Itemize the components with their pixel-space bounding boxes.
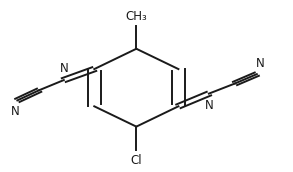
Text: N: N	[256, 57, 265, 70]
Text: Cl: Cl	[130, 154, 142, 167]
Text: N: N	[60, 62, 69, 75]
Text: CH₃: CH₃	[125, 9, 147, 23]
Text: N: N	[205, 99, 213, 112]
Text: N: N	[11, 105, 20, 118]
